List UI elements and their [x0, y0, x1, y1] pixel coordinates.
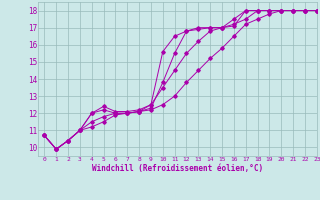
X-axis label: Windchill (Refroidissement éolien,°C): Windchill (Refroidissement éolien,°C) [92, 164, 263, 173]
